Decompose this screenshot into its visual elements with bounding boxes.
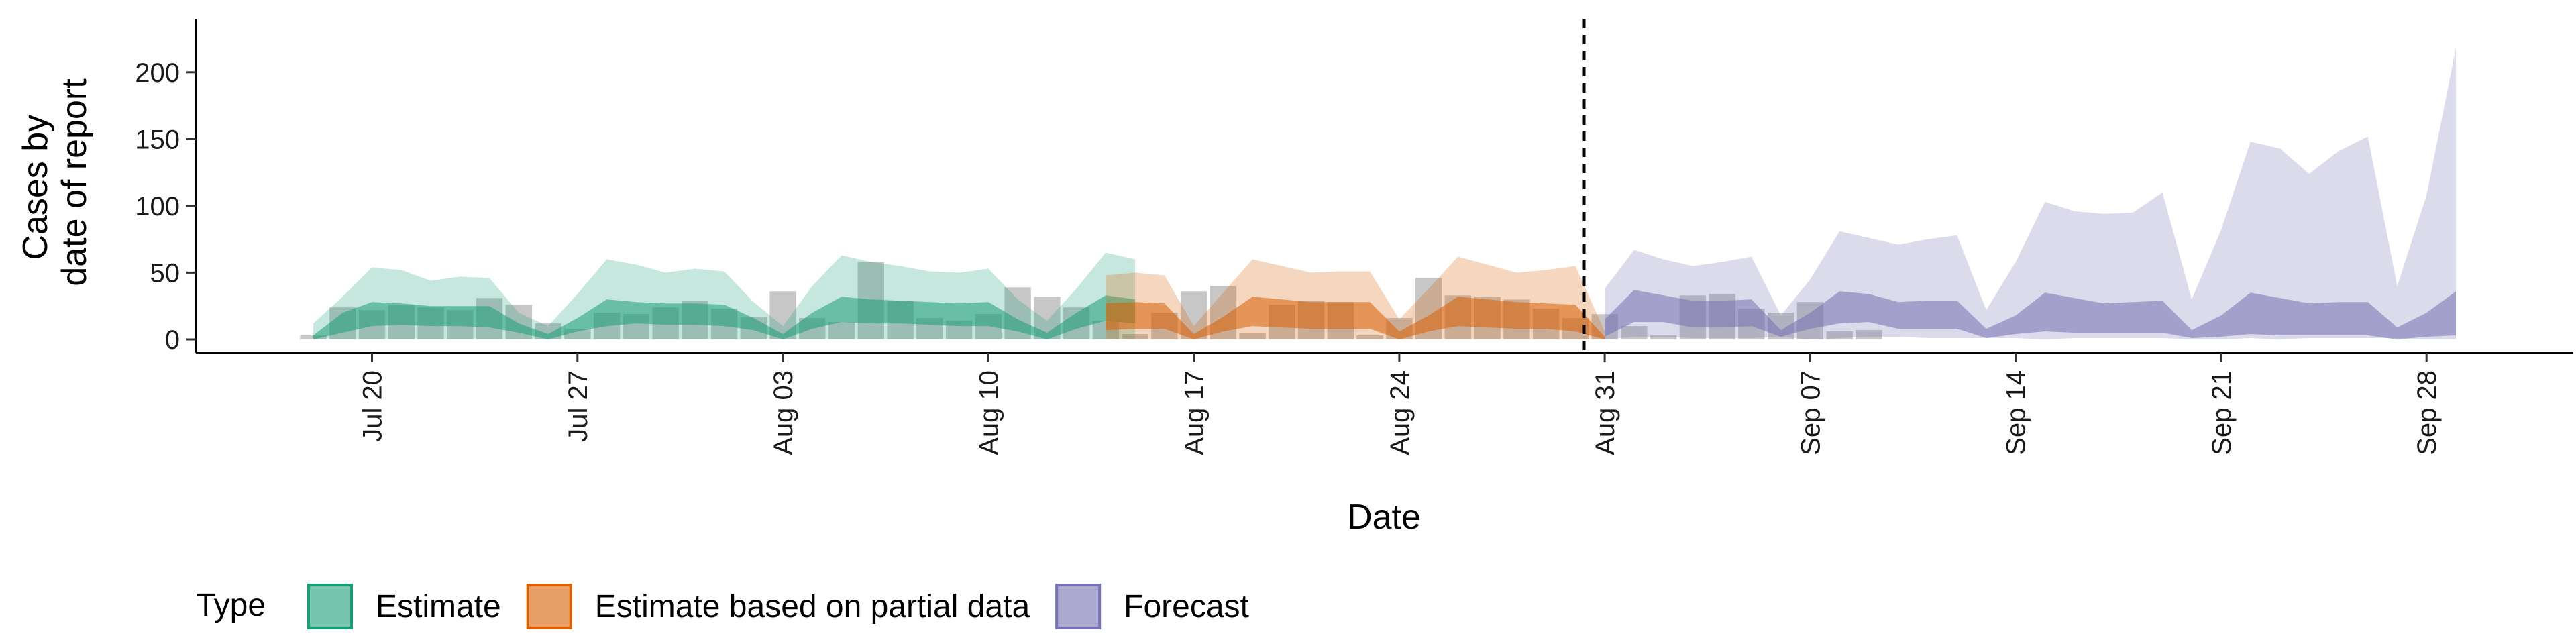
- estimate-based-on-partial-data-inner-ribbon: [1106, 297, 1605, 339]
- y-axis-title-line-2: date of report: [55, 78, 94, 286]
- x-tick-label: Aug 03: [769, 370, 798, 455]
- legend: Type Estimate Estimate based on partial d…: [196, 584, 1249, 629]
- forecast-inner-ribbon: [1605, 290, 2456, 339]
- reported-cases-bar: [1826, 331, 1853, 339]
- y-axis-title: Cases by date of report: [16, 78, 94, 286]
- reported-cases-bar: [1621, 326, 1648, 339]
- x-tick-label: Sep 14: [2002, 370, 2031, 455]
- y-tick-label: 100: [135, 192, 180, 221]
- reported-cases-bar: [1239, 333, 1266, 339]
- legend-title: Type: [196, 588, 266, 623]
- legend-label-forecast: Forecast: [1124, 589, 1249, 625]
- y-tick-label: 50: [150, 258, 180, 288]
- legend-swatch-estimate: [307, 584, 353, 629]
- x-tick-label: Sep 21: [2207, 370, 2237, 455]
- y-tick-label: 200: [135, 58, 180, 88]
- x-tick-label: Jul 20: [358, 370, 388, 442]
- y-tick-label: 0: [165, 325, 180, 355]
- plot-area: [300, 19, 2456, 353]
- y-axis-title-line-1: Cases by: [16, 115, 55, 260]
- reported-cases-bar: [1856, 330, 1882, 339]
- x-tick-label: Jul 27: [564, 370, 593, 442]
- x-tick-label: Sep 07: [1796, 370, 1825, 455]
- reported-cases-bar: [1650, 335, 1677, 339]
- y-tick-label: 150: [135, 125, 180, 154]
- x-tick-label: Aug 24: [1385, 370, 1415, 455]
- reported-cases-bar: [1356, 335, 1383, 339]
- estimate-inner-ribbon: [313, 295, 1136, 339]
- x-tick-label: Aug 31: [1591, 370, 1620, 455]
- x-axis-title: Date: [1347, 498, 1421, 537]
- legend-label-estimate: Estimate: [376, 589, 501, 625]
- x-tick-label: Aug 10: [974, 370, 1004, 455]
- legend-swatch-estimate-based-on-partial-data: [526, 584, 572, 629]
- legend-swatch-forecast: [1055, 584, 1102, 629]
- legend-label-estimate-based-on-partial-data: Estimate based on partial data: [595, 589, 1030, 625]
- x-tick-label: Sep 28: [2412, 370, 2442, 455]
- reported-cases-bar: [828, 322, 855, 339]
- axes: 0 50 100 150 200 Jul 20 Jul 27 Aug 03 Aug 10 Aug …: [135, 19, 2573, 455]
- forecast-outer-ribbon: [1605, 48, 2456, 340]
- x-tick-label: Aug 17: [1180, 370, 1210, 455]
- reported-cases-bar: [1122, 334, 1148, 339]
